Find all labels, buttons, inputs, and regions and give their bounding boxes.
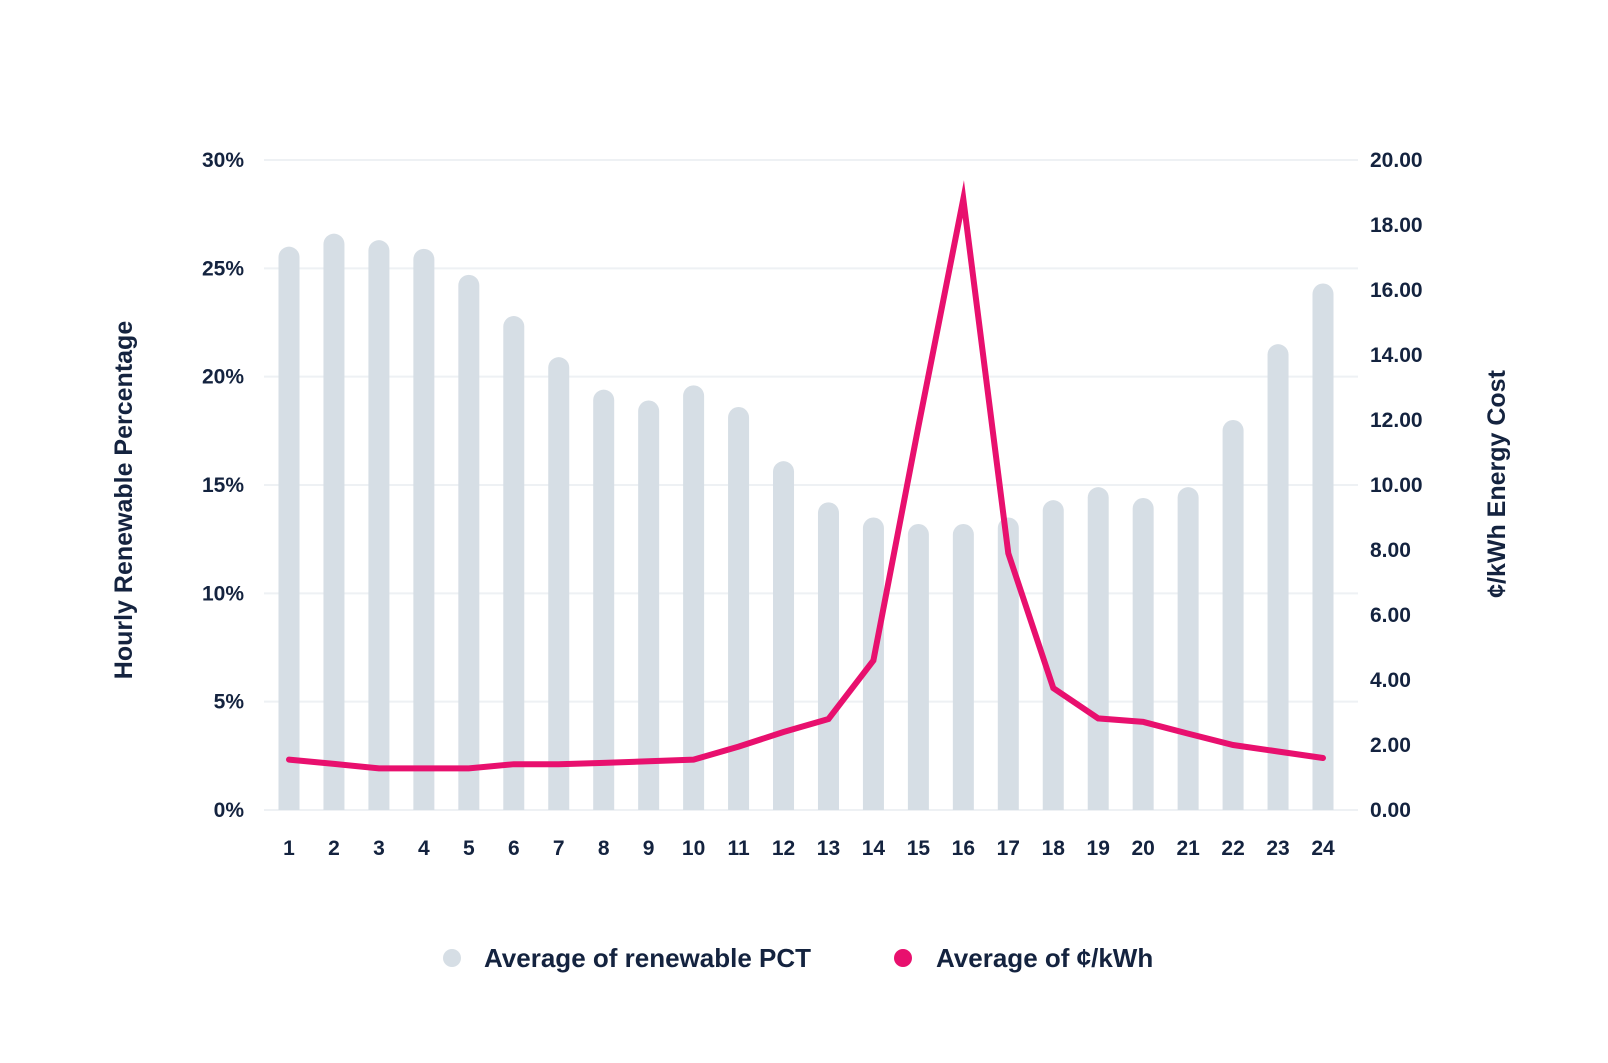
right-tick-label: 20.00 xyxy=(1370,149,1423,172)
right-tick-label: 16.00 xyxy=(1370,279,1423,302)
bar xyxy=(773,461,795,810)
x-tick-label: 22 xyxy=(1221,837,1244,860)
right-tick-label: 8.00 xyxy=(1370,539,1411,562)
left-axis-title: Hourly Renewable Percentage xyxy=(110,321,138,680)
right-tick-label: 10.00 xyxy=(1370,474,1423,497)
right-tick-label: 14.00 xyxy=(1370,344,1423,367)
bar xyxy=(1132,498,1154,810)
x-tick-label: 9 xyxy=(643,837,655,860)
bar xyxy=(997,517,1019,810)
bar-series xyxy=(278,233,1334,810)
x-axis-ticks: 1 2 3 4 5 6 7 8 9 10 11 12 13 14 15 16 17 18 19 20 21 22 23 24 xyxy=(283,837,1335,860)
legend-swatch-cost xyxy=(894,949,912,967)
right-tick-label: 6.00 xyxy=(1370,604,1411,627)
left-tick-label: 30% xyxy=(202,149,244,172)
legend-swatch-renewable xyxy=(443,949,461,967)
x-tick-label: 11 xyxy=(727,837,750,860)
bar xyxy=(278,246,300,810)
x-tick-label: 16 xyxy=(952,837,975,860)
right-tick-label: 4.00 xyxy=(1370,669,1411,692)
left-tick-label: 5% xyxy=(214,691,245,714)
x-tick-label: 19 xyxy=(1087,837,1110,860)
bar xyxy=(1222,420,1244,810)
legend-label-renewable: Average of renewable PCT xyxy=(484,943,811,973)
x-tick-label: 13 xyxy=(817,837,840,860)
left-tick-label: 0% xyxy=(214,799,245,822)
bar xyxy=(683,385,705,810)
x-tick-label: 6 xyxy=(508,837,520,860)
x-tick-label: 23 xyxy=(1266,837,1289,860)
right-axis-title: ¢/kWh Energy Cost xyxy=(1483,369,1511,597)
bar xyxy=(728,407,750,810)
bar xyxy=(1267,344,1289,810)
bar xyxy=(593,389,615,810)
x-tick-label: 20 xyxy=(1131,837,1154,860)
bar xyxy=(323,233,345,810)
line-series xyxy=(286,180,1326,772)
x-tick-label: 8 xyxy=(598,837,610,860)
x-tick-label: 4 xyxy=(418,837,430,860)
left-tick-label: 20% xyxy=(202,366,244,389)
left-axis-ticks: 0% 5% 10% 15% 20% 25% 30% xyxy=(202,149,244,822)
bar xyxy=(952,524,974,810)
bar xyxy=(1177,487,1199,810)
right-tick-label: 2.00 xyxy=(1370,734,1411,757)
right-tick-label: 0.00 xyxy=(1370,799,1411,822)
bar xyxy=(1042,500,1064,810)
right-axis-ticks: 0.00 2.00 4.00 6.00 8.00 10.00 12.00 14.00 16.00… xyxy=(1370,149,1423,822)
right-tick-label: 12.00 xyxy=(1370,409,1423,432)
bar xyxy=(1312,283,1334,810)
x-tick-label: 18 xyxy=(1042,837,1066,860)
x-tick-label: 5 xyxy=(463,837,475,860)
gridlines xyxy=(264,159,1358,811)
bar xyxy=(413,248,435,810)
cost-line xyxy=(286,180,1326,772)
left-tick-label: 25% xyxy=(202,257,244,280)
x-tick-label: 2 xyxy=(328,837,340,860)
bar xyxy=(1087,487,1109,810)
bar xyxy=(458,274,480,810)
bar xyxy=(638,400,660,810)
bar xyxy=(503,316,525,810)
bar xyxy=(368,240,390,810)
x-tick-label: 24 xyxy=(1311,837,1335,860)
x-tick-label: 7 xyxy=(553,837,565,860)
right-tick-label: 18.00 xyxy=(1370,214,1423,237)
bar xyxy=(907,524,929,810)
left-tick-label: 15% xyxy=(202,474,244,497)
bar xyxy=(817,502,839,810)
x-tick-label: 3 xyxy=(373,837,385,860)
legend-label-cost: Average of ¢/kWh xyxy=(936,943,1153,973)
bar xyxy=(548,357,570,810)
legend: Average of renewable PCT Average of ¢/kW… xyxy=(443,943,1153,973)
x-tick-label: 14 xyxy=(862,837,886,860)
x-tick-label: 12 xyxy=(772,837,795,860)
x-tick-label: 17 xyxy=(997,837,1020,860)
x-tick-label: 15 xyxy=(907,837,931,860)
x-tick-label: 1 xyxy=(283,837,295,860)
x-tick-label: 10 xyxy=(682,837,705,860)
left-tick-label: 10% xyxy=(202,582,244,605)
x-tick-label: 21 xyxy=(1176,837,1200,860)
